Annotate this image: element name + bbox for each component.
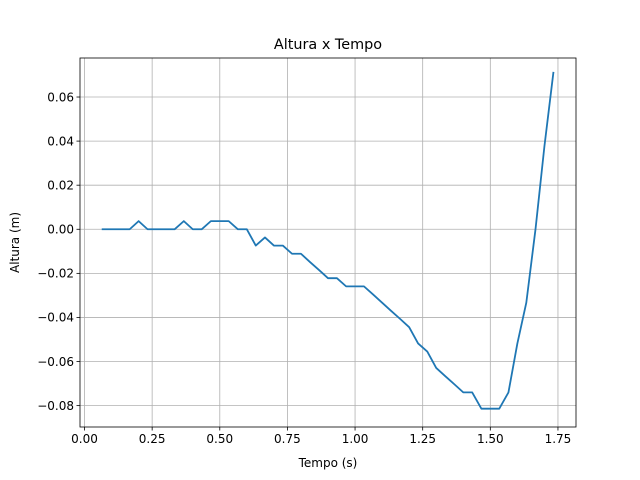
- x-tick-label: 1.00: [342, 432, 369, 446]
- x-tick-label: 1.50: [477, 432, 504, 446]
- y-tick-label: −0.02: [37, 267, 74, 281]
- y-tick-label: −0.04: [37, 311, 74, 325]
- x-tick-label: 0.25: [139, 432, 166, 446]
- y-tick-label: 0.02: [47, 178, 74, 192]
- x-tick-label: 1.25: [409, 432, 436, 446]
- series-layer: [101, 71, 555, 410]
- plot-frame: [79, 57, 577, 428]
- x-axis-title: Tempo (s): [298, 456, 358, 470]
- grid: [80, 58, 576, 427]
- x-tick-label: 1.75: [545, 432, 572, 446]
- series-line: [101, 71, 555, 410]
- y-tick-label: 0.06: [47, 90, 74, 104]
- y-tick-label: 0.00: [47, 223, 74, 237]
- x-tick-label: 0.75: [274, 432, 301, 446]
- y-axis-title: Altura (m): [8, 212, 22, 273]
- y-tick-label: −0.06: [37, 355, 74, 369]
- y-tick-label: −0.08: [37, 399, 74, 413]
- x-tick-label: 0.00: [71, 432, 98, 446]
- chart-title: Altura x Tempo: [274, 37, 382, 53]
- y-tick-label: 0.04: [47, 134, 74, 148]
- ticks: 0.00 0.25 0.50 0.75 1.00 1.25 1.50 1.75 −0.08 −0.…: [37, 90, 571, 446]
- x-tick-label: 0.50: [206, 432, 233, 446]
